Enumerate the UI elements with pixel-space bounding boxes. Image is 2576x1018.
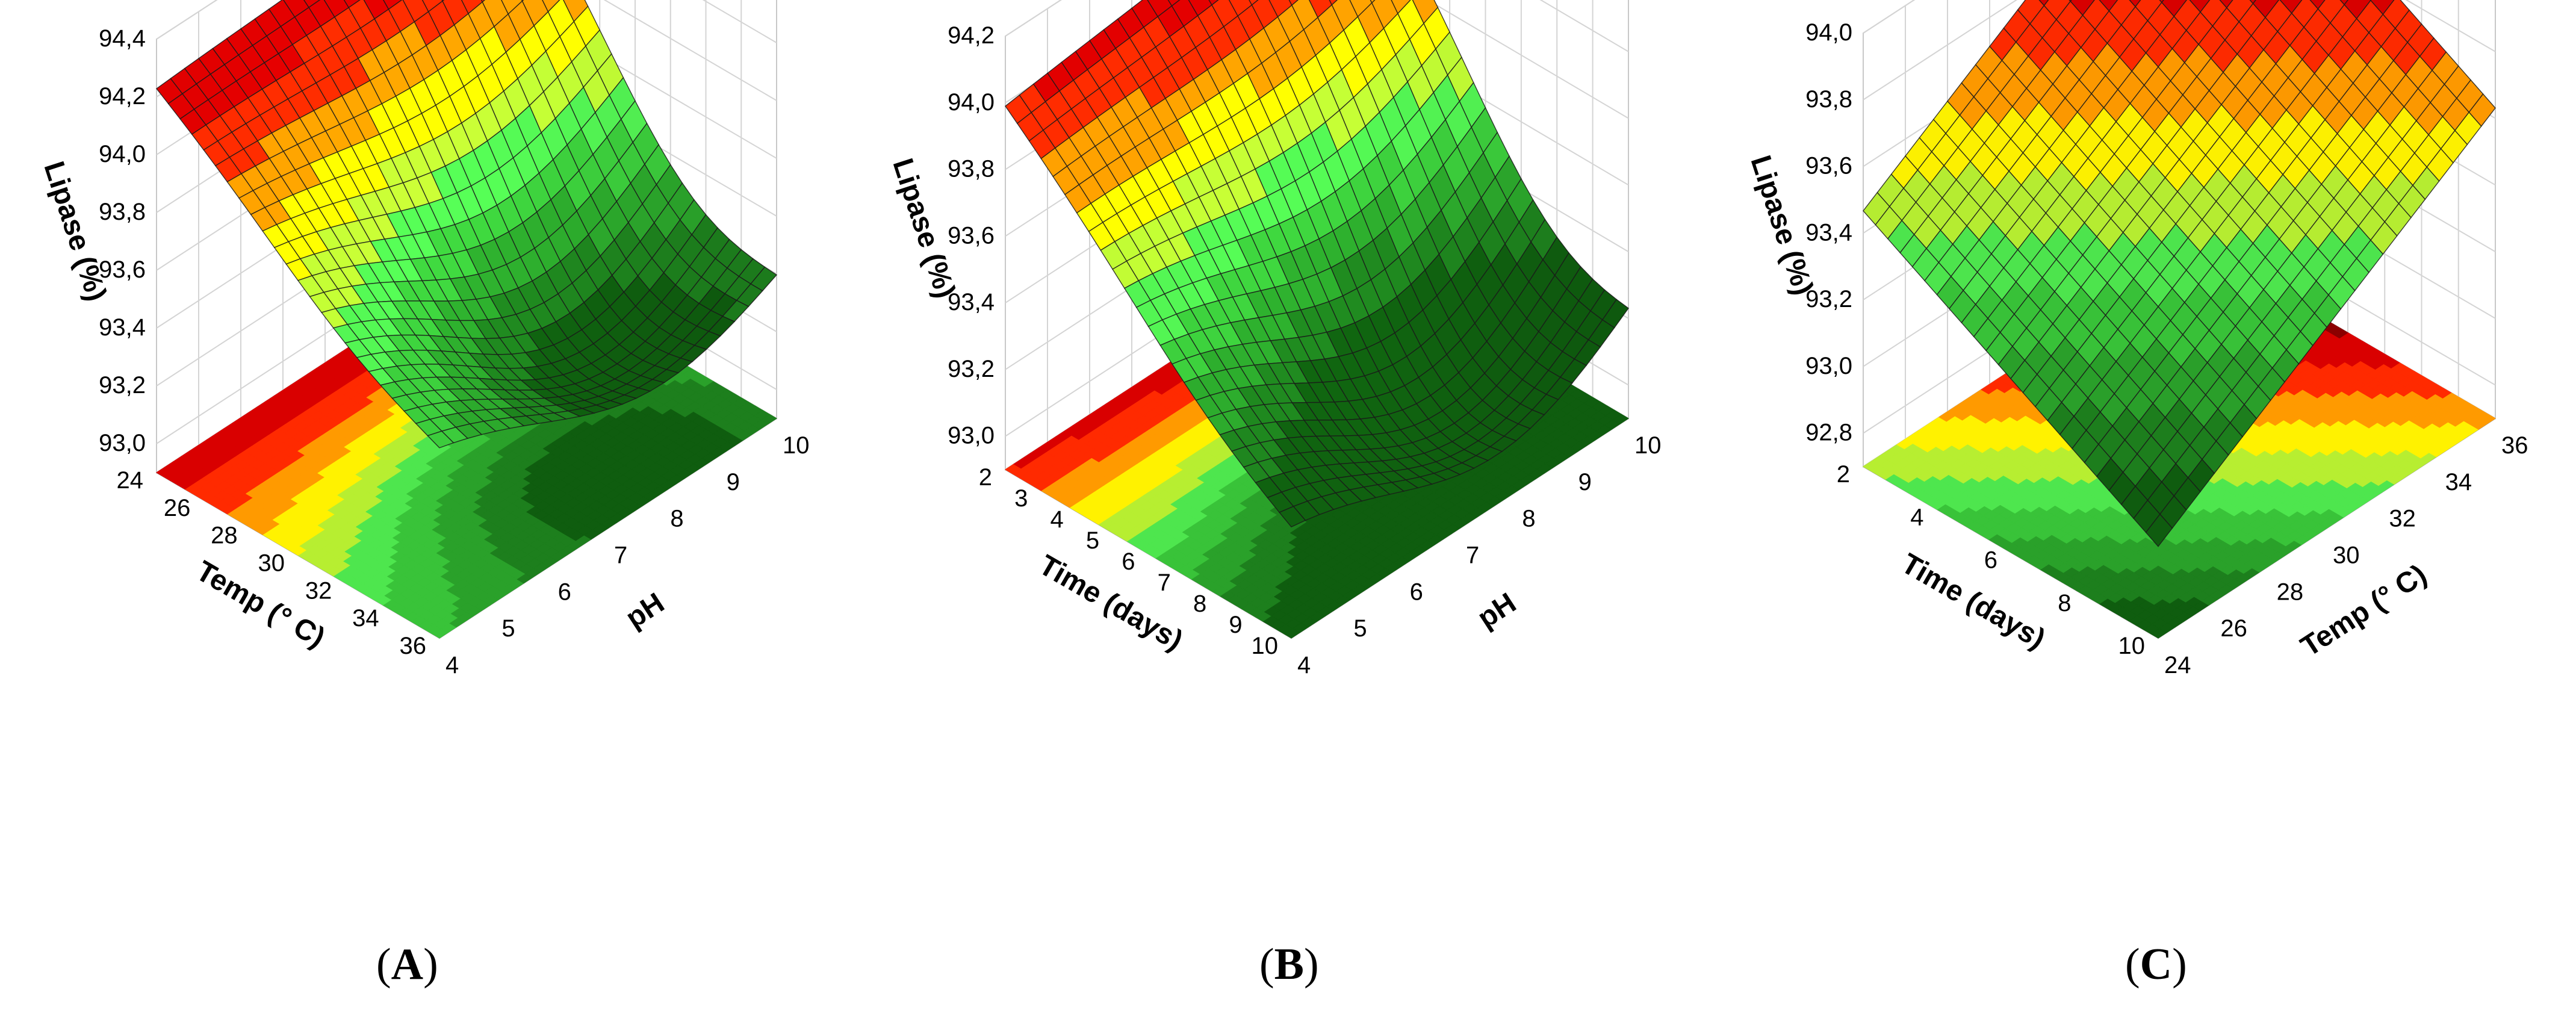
z-tick-label: 93,4 (99, 314, 146, 341)
x-tick-label: 9 (1229, 612, 1242, 638)
y-tick-label: 6 (558, 579, 571, 605)
z-tick-label: 93,8 (948, 156, 995, 182)
z-tick-label: 92,8 (1805, 420, 1852, 446)
z-tick-label: 93,2 (99, 372, 146, 399)
z-tick-label: 93,4 (1805, 219, 1852, 246)
x-tick-label: 7 (1158, 570, 1171, 596)
y-axis-title: pH (620, 587, 670, 635)
x-tick-label: 3 (1014, 485, 1028, 512)
z-tick-label: 93,6 (1805, 153, 1852, 179)
z-tick-label: 93,6 (99, 256, 146, 283)
z-tick-label: 94,2 (99, 83, 146, 110)
y-tick-label: 7 (1466, 542, 1479, 569)
panel-c-plot: 92,893,093,293,493,693,894,0246810242628… (1744, 0, 2528, 678)
z-tick-label: 93,0 (1805, 353, 1852, 379)
y-tick-label: 10 (783, 432, 810, 459)
y-tick-label: 9 (1578, 469, 1592, 495)
z-tick-label: 94,0 (1805, 19, 1852, 46)
z-tick-label: 93,2 (948, 356, 995, 382)
y-tick-label: 9 (727, 469, 740, 495)
x-tick-label: 30 (258, 550, 285, 577)
z-tick-label: 93,8 (99, 199, 146, 225)
y-tick-label: 7 (614, 542, 627, 569)
x-tick-label: 36 (400, 633, 427, 659)
z-axis-title: Lipase (%) (37, 158, 113, 305)
x-tick-label: 28 (211, 523, 238, 549)
z-tick-label: 94,4 (99, 25, 146, 52)
y-tick-label: 8 (670, 506, 683, 532)
y-axis-title: pH (1472, 587, 1522, 635)
y-tick-label: 6 (1410, 579, 1423, 605)
x-tick-label: 26 (164, 495, 191, 521)
z-tick-label: 93,8 (1805, 86, 1852, 113)
x-tick-label: 24 (117, 467, 144, 494)
z-tick-label: 94,0 (99, 141, 146, 167)
x-tick-label: 4 (1051, 506, 1064, 533)
x-tick-label: 32 (305, 577, 332, 604)
panel-b-plot: 93,093,293,493,693,894,094,2234567891045… (886, 0, 1662, 678)
z-tick-label: 94,0 (948, 89, 995, 116)
x-tick-label: 8 (1193, 591, 1206, 617)
y-tick-label: 5 (501, 615, 515, 642)
x-tick-label: 2 (979, 464, 992, 491)
x-tick-label: 34 (352, 605, 379, 632)
y-tick-label: 10 (1634, 432, 1662, 459)
z-tick-label: 93,0 (948, 423, 995, 449)
x-axis-title: Time (days) (1034, 549, 1188, 657)
z-tick-label: 94,2 (948, 22, 995, 49)
y-tick-label: 4 (445, 652, 459, 678)
z-tick-label: 93,0 (99, 430, 146, 456)
x-tick-label: 6 (1122, 548, 1135, 575)
y-tick-label: 4 (1297, 652, 1311, 678)
x-tick-label: 5 (1086, 527, 1099, 554)
x-tick-label: 10 (1252, 633, 1279, 659)
panel-a-plot: 93,0 93,2 93,4 93,6 93,8 94,0 94,2 94,4 24 26 28 30… (37, 0, 810, 678)
z-tick-label: 93,6 (948, 222, 995, 249)
y-tick-label: 5 (1353, 615, 1367, 642)
y-tick-label: 8 (1522, 506, 1535, 532)
